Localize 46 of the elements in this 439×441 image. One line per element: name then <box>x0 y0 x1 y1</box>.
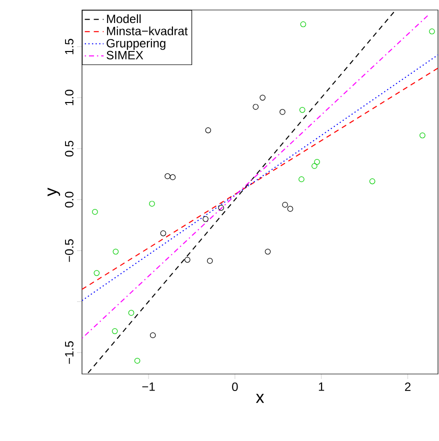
point <box>252 104 259 110</box>
point <box>218 204 224 211</box>
point <box>112 248 119 255</box>
y-tick-label: −0.5 <box>64 239 74 262</box>
x-tick-label: 1 <box>318 382 324 391</box>
legend-label: Modell <box>107 14 141 24</box>
y-tick-label: 1.5 <box>65 38 74 54</box>
point <box>149 200 155 207</box>
point <box>260 94 266 101</box>
point <box>128 310 134 316</box>
y-tick-label: 0.0 <box>64 192 74 208</box>
point <box>94 270 100 276</box>
point <box>92 208 98 215</box>
x-tick-label: −1 <box>142 382 155 391</box>
y-tick-label: 1.0 <box>64 90 74 106</box>
y-tick-label: −1.5 <box>65 341 74 364</box>
point <box>202 216 208 222</box>
y-tick-label: 0.5 <box>64 140 74 157</box>
point <box>312 163 318 169</box>
point <box>206 258 213 264</box>
point <box>429 28 435 34</box>
point <box>280 109 286 115</box>
point <box>282 202 288 208</box>
point <box>205 127 212 134</box>
point <box>184 256 190 263</box>
point <box>134 358 140 364</box>
y-axis-title: y <box>48 188 60 196</box>
legend-label: Gruppering <box>106 38 166 50</box>
point <box>298 176 304 182</box>
point <box>112 328 118 334</box>
point <box>170 174 176 180</box>
point <box>150 332 156 338</box>
legend-label: Minsta−kvadrat <box>107 26 188 36</box>
point <box>420 132 426 138</box>
point <box>300 21 306 28</box>
x-tick-label: 0 <box>232 382 238 392</box>
x-tick-label: 2 <box>405 382 410 391</box>
point <box>287 206 294 212</box>
point <box>314 159 320 165</box>
point <box>164 173 170 180</box>
point <box>160 230 166 236</box>
legend-label: SIMEX <box>106 50 144 60</box>
point <box>299 107 306 113</box>
point <box>369 178 376 184</box>
x-axis-title: x <box>256 394 264 403</box>
point <box>264 248 271 255</box>
